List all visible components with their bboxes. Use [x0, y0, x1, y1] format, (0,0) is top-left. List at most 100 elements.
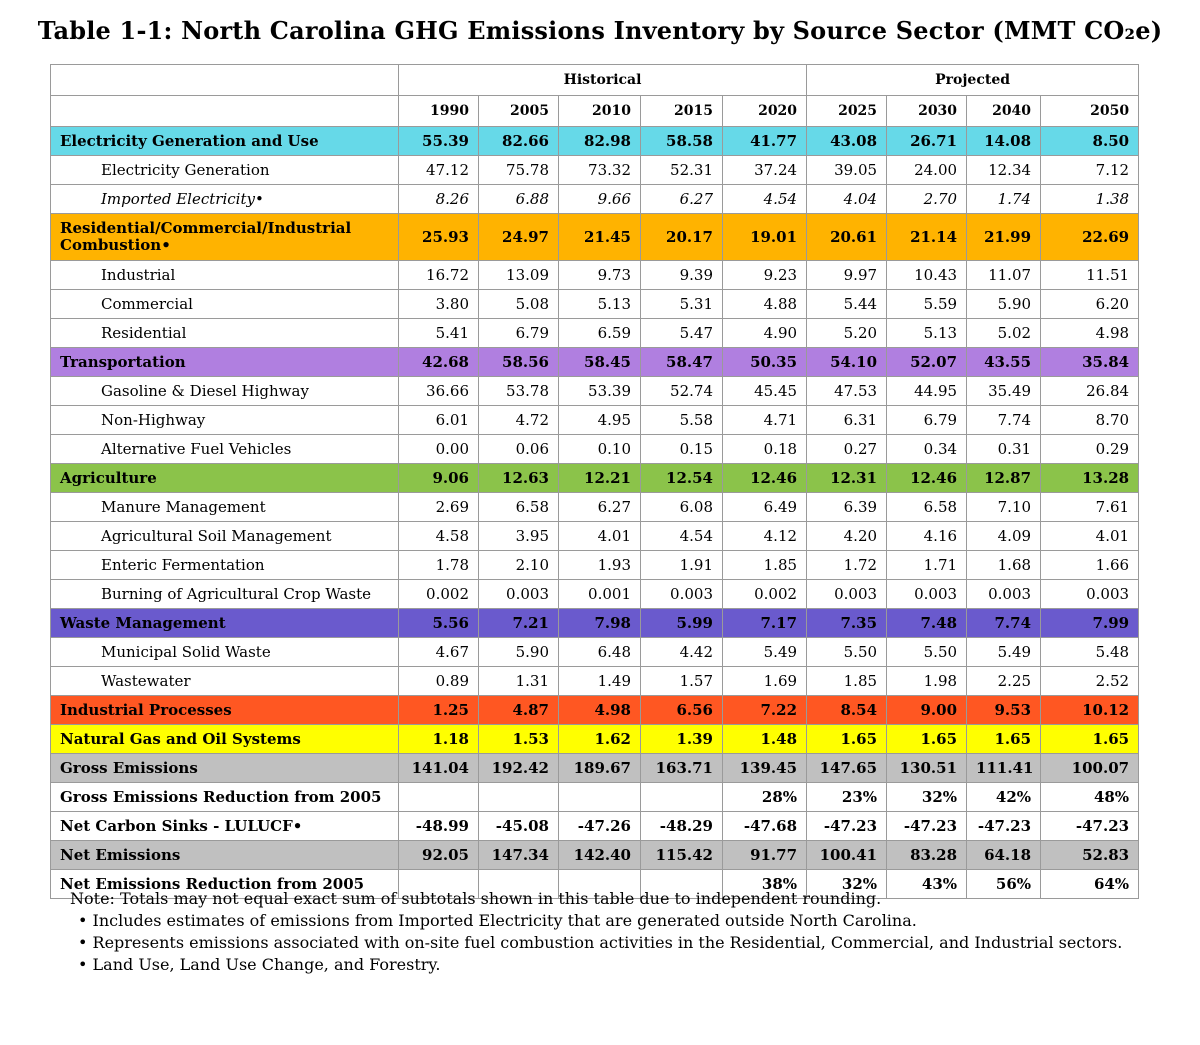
value-cell-2020: 41.77	[721, 126, 808, 156]
value-cell-2050: 7.12	[1040, 155, 1140, 185]
row-label: Agriculture	[50, 463, 399, 493]
value-cell-2030: 4.16	[886, 521, 968, 551]
value-cell-2025: 100.41	[806, 840, 888, 870]
year-header-2005: 2005	[478, 95, 559, 127]
value-cell-2050: -47.23	[1040, 811, 1140, 841]
value-cell-1990: 0.00	[398, 434, 479, 464]
value-cell-2020: 1.69	[721, 666, 808, 696]
value-cell-2015: 20.17	[640, 213, 723, 261]
value-cell-2040: 12.34	[966, 155, 1042, 185]
value-cell-2025: -47.23	[806, 811, 888, 841]
value-cell-2010: 5.13	[558, 289, 641, 319]
value-cell-2005: 192.42	[478, 753, 559, 783]
value-cell-2020: 38%	[721, 869, 808, 899]
value-cell-1990: 9.06	[398, 463, 479, 493]
value-cell-2030: 12.46	[886, 463, 968, 493]
row-label: Electricity Generation and Use	[50, 126, 399, 156]
value-cell-1990: 141.04	[398, 753, 479, 783]
row-label: Transportation	[50, 347, 399, 377]
value-cell-2030: -47.23	[886, 811, 968, 841]
value-cell-2050: 100.07	[1040, 753, 1140, 783]
value-cell-2040: 56%	[966, 869, 1042, 899]
value-cell-2040: 35.49	[966, 376, 1042, 406]
value-cell-2040: 7.10	[966, 492, 1042, 522]
value-cell-2015: 6.08	[640, 492, 723, 522]
value-cell-2015: -48.29	[640, 811, 723, 841]
value-cell-2005: 58.56	[478, 347, 559, 377]
value-cell-2020: 4.90	[721, 318, 808, 348]
year-header-1990: 1990	[398, 95, 479, 127]
value-cell-2020: 4.71	[721, 405, 808, 435]
value-cell-2020: 5.49	[721, 637, 808, 667]
value-cell-2040: 11.07	[966, 260, 1042, 290]
value-cell-1990: 3.80	[398, 289, 479, 319]
footnote-lulucf: • Land Use, Land Use Change, and Forestr…	[78, 955, 441, 974]
value-cell-2025: 47.53	[806, 376, 888, 406]
value-cell-2030: 52.07	[886, 347, 968, 377]
table-row-subcategory: Imported Electricity• 8.26 6.88 9.66 6.27 4.5…	[50, 184, 1140, 214]
value-cell-2030: 130.51	[886, 753, 968, 783]
table-row-sector: Agriculture 9.06 12.63 12.21 12.54 12.46 12.31…	[50, 463, 1140, 493]
value-cell-2020: 0.18	[721, 434, 808, 464]
row-label: Gross Emissions Reduction from 2005	[50, 782, 399, 812]
year-header-2050: 2050	[1040, 95, 1140, 127]
note-main: Note: Totals may not equal exact sum of …	[70, 889, 882, 908]
value-cell-2015: 58.58	[640, 126, 723, 156]
value-cell-2030: 6.58	[886, 492, 968, 522]
value-cell-2050: 8.70	[1040, 405, 1140, 435]
value-cell-2050: 5.48	[1040, 637, 1140, 667]
table-row-subcategory: Gasoline & Diesel Highway 36.66 53.78 53.39…	[50, 376, 1140, 406]
value-cell-2050: 0.29	[1040, 434, 1140, 464]
value-cell-2010: 73.32	[558, 155, 641, 185]
value-cell-2025: 147.65	[806, 753, 888, 783]
value-cell-2015: 5.99	[640, 608, 723, 638]
value-cell-2020: 28%	[721, 782, 808, 812]
value-cell-2025: 1.65	[806, 724, 888, 754]
table-row-sector: Net Carbon Sinks - LULUCF• -48.99 -45.08 -4…	[50, 811, 1140, 841]
value-cell-2020: 37.24	[721, 155, 808, 185]
table-row-subcategory: Alternative Fuel Vehicles 0.00 0.06 0.10 0.1…	[50, 434, 1140, 464]
value-cell-2050: 10.12	[1040, 695, 1140, 725]
table-body: Electricity Generation and Use 55.39 82.66…	[50, 126, 1140, 899]
value-cell-2040: 0.003	[966, 579, 1042, 609]
value-cell-2050: 26.84	[1040, 376, 1140, 406]
value-cell-2005: 5.90	[478, 637, 559, 667]
value-cell-2040: -47.23	[966, 811, 1042, 841]
value-cell-1990: 92.05	[398, 840, 479, 870]
value-cell-2020: 4.54	[721, 184, 808, 214]
value-cell-2005: 1.53	[478, 724, 559, 754]
row-label: Manure Management	[50, 492, 399, 522]
value-cell-2025: 0.003	[806, 579, 888, 609]
value-cell-2025: 20.61	[806, 213, 888, 261]
row-label: Gross Emissions	[50, 753, 399, 783]
row-label: Net Carbon Sinks - LULUCF•	[50, 811, 399, 841]
value-cell-2015: 5.47	[640, 318, 723, 348]
row-label: Imported Electricity•	[50, 184, 399, 214]
table-row-sector: Waste Management 5.56 7.21 7.98 5.99 7.17 7.35…	[50, 608, 1140, 638]
value-cell-2050: 7.99	[1040, 608, 1140, 638]
value-cell-1990: 5.41	[398, 318, 479, 348]
table-row-sector: Net Emissions 92.05 147.34 142.40 115.42 91.7…	[50, 840, 1140, 870]
value-cell-2005: 6.79	[478, 318, 559, 348]
value-cell-2005	[478, 782, 559, 812]
table-row-sector: Transportation 42.68 58.56 58.45 58.47 50.35 5…	[50, 347, 1140, 377]
value-cell-2015: 5.58	[640, 405, 723, 435]
table-row-sector: Electricity Generation and Use 55.39 82.66…	[50, 126, 1140, 156]
blank-header-cell	[50, 64, 399, 96]
value-cell-2005: 5.08	[478, 289, 559, 319]
value-cell-2030: 5.50	[886, 637, 968, 667]
value-cell-2010: 9.66	[558, 184, 641, 214]
row-label: Agricultural Soil Management	[50, 521, 399, 551]
row-label: Industrial Processes	[50, 695, 399, 725]
table-row-sector: Natural Gas and Oil Systems 1.18 1.53 1.62 1…	[50, 724, 1140, 754]
value-cell-2030: 1.65	[886, 724, 968, 754]
value-cell-2040: 5.90	[966, 289, 1042, 319]
value-cell-1990: 1.25	[398, 695, 479, 725]
table-row-subcategory: Enteric Fermentation 1.78 2.10 1.93 1.91 1.85…	[50, 550, 1140, 580]
group-header-row: Historical Projected	[50, 64, 1140, 96]
value-cell-2020: 1.48	[721, 724, 808, 754]
value-cell-2005: 0.003	[478, 579, 559, 609]
value-cell-2030: 10.43	[886, 260, 968, 290]
value-cell-2005: 13.09	[478, 260, 559, 290]
value-cell-2005: 75.78	[478, 155, 559, 185]
